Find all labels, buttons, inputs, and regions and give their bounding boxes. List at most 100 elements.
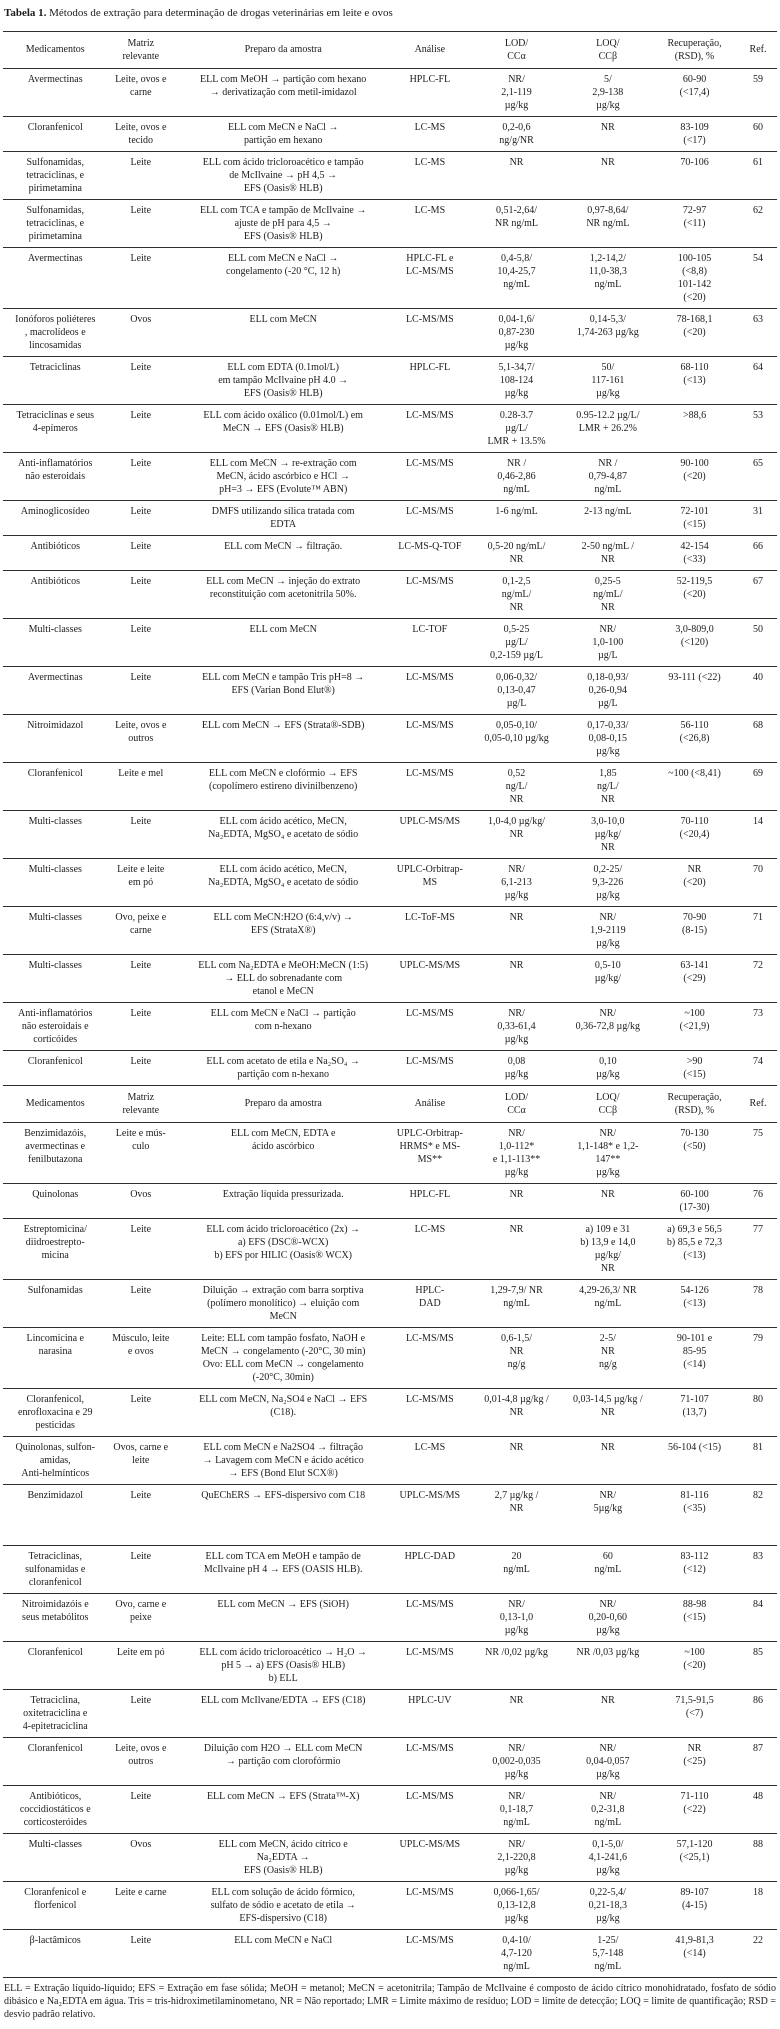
table-cell: 90-101 e 85-95 (<14) [650,1327,740,1389]
table-title-text: Métodos de extração para determinação de… [46,7,393,19]
table-cell: ELL com ácido oxálico (0.01mol/L) em MeC… [174,404,393,453]
table-cell: ELL com MeCN → EFS (Strata™-X) [174,1785,393,1834]
table-cell: 1,85 ng/L/ NR [565,762,651,811]
table-cell: Diluição → extração com barra sorptiva (… [174,1279,393,1328]
table-cell: Multi-classes [3,954,108,1003]
table-cell: ELL com McIlvane/EDTA → EFS (C18) [174,1689,393,1738]
table-cell: 61 [739,151,777,200]
table-cell: Antibióticos, coccidiostáticos e cortico… [3,1785,108,1834]
column-header: LOQ/ CCβ [565,31,651,69]
table-cell: 53 [739,404,777,453]
table-cell: NR [565,151,651,200]
table-cell: Leite em pó [107,1641,175,1690]
table-cell: 87 [739,1737,777,1786]
table-cell: 0,1-5,0/ 4,1-241,6 µg/kg [565,1833,651,1882]
table-cell: 81 [739,1436,777,1485]
table-cell: 5,1-34,7/ 108-124 µg/kg [467,356,566,405]
table-cell: NR [565,1689,651,1738]
table-cell: 0,4-5,8/ 10,4-25,7 ng/mL [467,247,566,309]
table-cell: Leite [107,1050,175,1086]
table-cell: 0,4-10/ 4,7-120 ng/mL [467,1929,566,1978]
table-cell: ELL com MeCN, EDTA e ácido ascórbico [174,1122,393,1184]
table-cell: ELL com MeCN:H2O (6:4,v/v) → EFS (Strata… [174,906,393,955]
table-cell: 60-90 (<17,4) [650,68,740,117]
table-cell: 80 [739,1388,777,1437]
table-cell: ELL com MeCN e Na2SO4 → filtração → Lava… [174,1436,393,1485]
table-cell: 0.28-3.7 µg/L/ LMR + 13.5% [467,404,566,453]
table-cell: ELL com MeCN e NaCl → partição em hexano [174,116,393,152]
table-row: Quinolonas, sulfon- amidas, Anti-helmínt… [3,1436,777,1485]
column-header: Recuperação, (RSD), % [650,1085,740,1123]
table-cell: Avermectinas [3,247,108,309]
table-cell: 62 [739,199,777,248]
table-cell: 60 ng/mL [565,1545,651,1594]
table-cell: Leite [107,1689,175,1738]
table-row: Benzimidazol Leite QuEChERS → EFS-dispersi… [3,1484,777,1546]
table-cell: Leite, ovos e tecido [107,116,175,152]
table-cell: Leite e mús- culo [107,1122,175,1184]
table-number: Tabela 1. [4,7,47,19]
table-cell: 42-154 (<33) [650,535,740,571]
table-row: Nitroimidazóis e seus metabólitos Ovo, ca… [3,1593,777,1642]
table-cell: Multi-classes [3,858,108,907]
table-cell: ELL com MeCN → injeção do extrato recons… [174,570,393,619]
table-cell: 60 [739,116,777,152]
table-cell: Leite [107,404,175,453]
table-cell: 0,1-2,5 ng/mL/ NR [467,570,566,619]
table-cell: LC-MS/MS [392,452,468,501]
table-row: Cloranfenicol Leite e mel ELL com MeCN e c… [3,762,777,811]
table-cell: Tetraciclina, oxitetraciclina e 4-epitet… [3,1689,108,1738]
table-cell: ELL com MeCN e NaCl [174,1929,393,1978]
table-cell: Leite e mel [107,762,175,811]
table-cell: NR/ 0,36-72,8 µg/kg [565,1002,651,1051]
table-cell: Cloranfenicol [3,116,108,152]
table-cell: HPLC-DAD [392,1545,468,1594]
table-cell: NR [467,1436,566,1485]
table-cell: ~100 (<8,41) [650,762,740,811]
table-cell: NR [467,1218,566,1280]
table-cell: 50 [739,618,777,667]
table-cell: NR/ 0,002-0,035 µg/kg [467,1737,566,1786]
table-cell: 4,29-26,3/ NR ng/mL [565,1279,651,1328]
table-cell: 0,5-20 ng/mL/ NR [467,535,566,571]
table-cell: NR/ 1,9-2119 µg/kg [565,906,651,955]
table-row: Tetraciclinas Leite ELL com EDTA (0.1mol/L… [3,356,777,405]
table-cell: Antibióticos [3,535,108,571]
table-cell: 0,01-4,8 µg/kg / NR [467,1388,566,1437]
table-row: Nitroimidazol Leite, ovos e outros ELL com… [3,714,777,763]
table-cell: 0,2-0,6 ng/g/NR [467,116,566,152]
table-cell: NR [467,151,566,200]
table-cell: ELL com MeCN e NaCl → partição com n-hex… [174,1002,393,1051]
column-header: Ref. [739,1085,777,1123]
table-cell: UPLC-MS/MS [392,954,468,1003]
table-cell: 63-141 (<29) [650,954,740,1003]
column-header: Matriz relevante [107,1085,175,1123]
table-cell: Ovos [107,308,175,357]
table-cell: Quinolonas [3,1183,108,1219]
table-cell: 71-110 (<22) [650,1785,740,1834]
table-cell: 0,22-5,4/ 0,21-18,3 µg/kg [565,1881,651,1930]
table-cell: ELL com ácido acético, MeCN, Na₂EDTA, Mg… [174,858,393,907]
table-cell: 66 [739,535,777,571]
table-cell: β-lactâmicos [3,1929,108,1978]
table-cell: Cloranfenicol, enrofloxacina e 29 pestic… [3,1388,108,1437]
table-cell: ELL com MeCN → re-extração com MeCN, áci… [174,452,393,501]
table-cell: Leite [107,452,175,501]
table-cell: HPLC-FL e LC-MS/MS [392,247,468,309]
table-cell: 1-25/ 5,7-148 ng/mL [565,1929,651,1978]
table-row: Cloranfenicol Leite ELL com acetato de eti… [3,1050,777,1086]
table-cell: LC-MS/MS [392,570,468,619]
table-cell: NR [467,1689,566,1738]
table-cell: LC-MS/MS [392,762,468,811]
table-row: Sulfonamidas, tetraciclinas, e pirimetam… [3,151,777,200]
table-body: Avermectinas Leite, ovos e carne ELL com M… [3,68,777,1978]
table-cell: LC-MS/MS [392,1785,468,1834]
table-cell: ELL com MeCN e NaCl → congelamento (-20 … [174,247,393,309]
table-cell: HPLC- DAD [392,1279,468,1328]
table-row: Cloranfenicol, enrofloxacina e 29 pestic… [3,1388,777,1437]
table-cell: NR/ 1,1-148* e 1,2- 147** µg/kg [565,1122,651,1184]
table-cell: ELL com TCA em MeOH e tampão de McIlvain… [174,1545,393,1594]
table-cell: 48 [739,1785,777,1834]
table-cell: 20 ng/mL [467,1545,566,1594]
table-cell: 57,1-120 (<25,1) [650,1833,740,1882]
